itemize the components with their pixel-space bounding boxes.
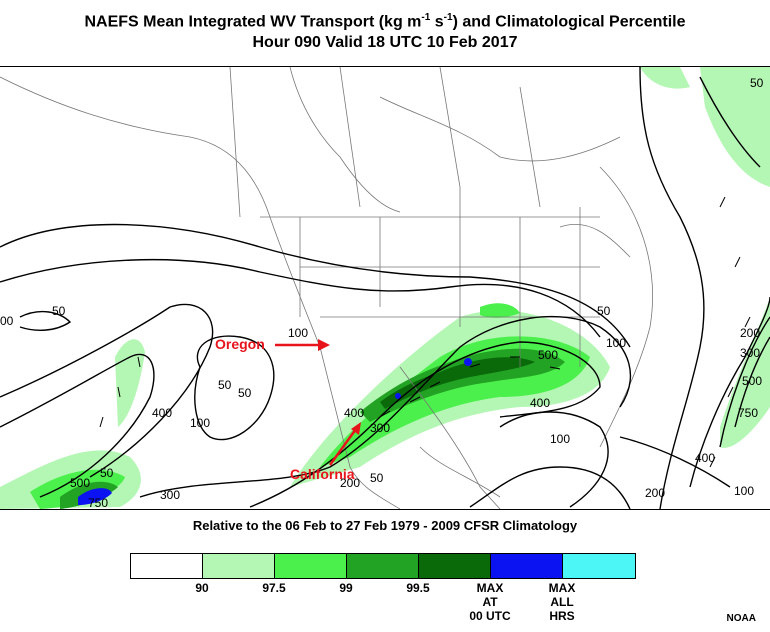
legend-swatch <box>131 554 203 578</box>
transport-vectors <box>99 196 751 468</box>
chart-subtitle-valid-time: Hour 090 Valid 18 UTC 10 Feb 2017 <box>252 34 518 51</box>
chart-title: NAEFS Mean Integrated WV Transport (kg m… <box>84 12 686 31</box>
legend-swatch <box>275 554 347 578</box>
legend-label: 99 <box>339 581 353 595</box>
oregon-arrowhead <box>318 339 330 351</box>
contour-label: 300 <box>370 421 390 435</box>
california-arrow <box>328 428 358 466</box>
oregon-label: Oregon <box>215 336 265 352</box>
legend-swatch <box>563 554 635 578</box>
contour-label: 100 <box>734 484 754 498</box>
legend-swatch <box>419 554 491 578</box>
contour-label: 400 <box>152 406 172 420</box>
legend-swatch <box>347 554 419 578</box>
contour-label: 300 <box>740 346 760 360</box>
contour-label: 50 <box>100 466 114 480</box>
contour-label: 100 <box>190 416 210 430</box>
legend-label: MAX ALL HRS <box>548 581 576 623</box>
contour-label: 750 <box>738 406 758 420</box>
ivt-map: 50 50 100 50 100 400 200 300 500 750 400… <box>0 66 770 510</box>
contour-label: 500 <box>742 374 762 388</box>
california-arrowhead <box>351 422 361 435</box>
legend-label: MAX AT 00 UTC <box>469 581 511 623</box>
contour-label: 200 <box>740 326 760 340</box>
noaa-credit: NOAA <box>726 613 756 624</box>
contour-label: 200 <box>340 476 360 490</box>
contour-label: 00 <box>0 314 14 328</box>
contour-label: 50 <box>238 386 252 400</box>
percentile-legend <box>130 553 636 579</box>
contour-label: 50 <box>750 76 764 90</box>
contour-label: 50 <box>597 304 611 318</box>
legend-swatch <box>203 554 275 578</box>
contour-label: 200 <box>645 486 665 500</box>
contour-label: 100 <box>606 336 626 350</box>
contour-label: 750 <box>88 496 108 510</box>
legend-label: 99.5 <box>406 581 430 595</box>
california-label: California <box>290 466 355 482</box>
climatology-note: Relative to the 06 Feb to 27 Feb 1979 - … <box>192 518 578 533</box>
legend-label: 90 <box>195 581 209 595</box>
contour-label: 400 <box>344 406 364 420</box>
contour-labels: 50 50 100 50 100 400 200 300 500 750 400… <box>0 76 764 510</box>
contour-label: 100 <box>288 326 308 340</box>
contour-label: 100 <box>550 432 570 446</box>
contour-label: 300 <box>160 488 180 502</box>
contour-label: 500 <box>70 476 90 490</box>
percentile-shading <box>0 67 770 509</box>
contour-label: 400 <box>695 451 715 465</box>
location-annotations: Oregon California <box>215 336 361 482</box>
legend-label: 97.5 <box>262 581 286 595</box>
geographic-borders <box>0 67 653 509</box>
contour-label: 500 <box>538 348 558 362</box>
legend-swatch <box>491 554 563 578</box>
contour-label: 50 <box>52 304 66 318</box>
contour-label: 50 <box>218 378 232 392</box>
contour-label: 400 <box>530 396 550 410</box>
contour-label: 50 <box>370 471 384 485</box>
